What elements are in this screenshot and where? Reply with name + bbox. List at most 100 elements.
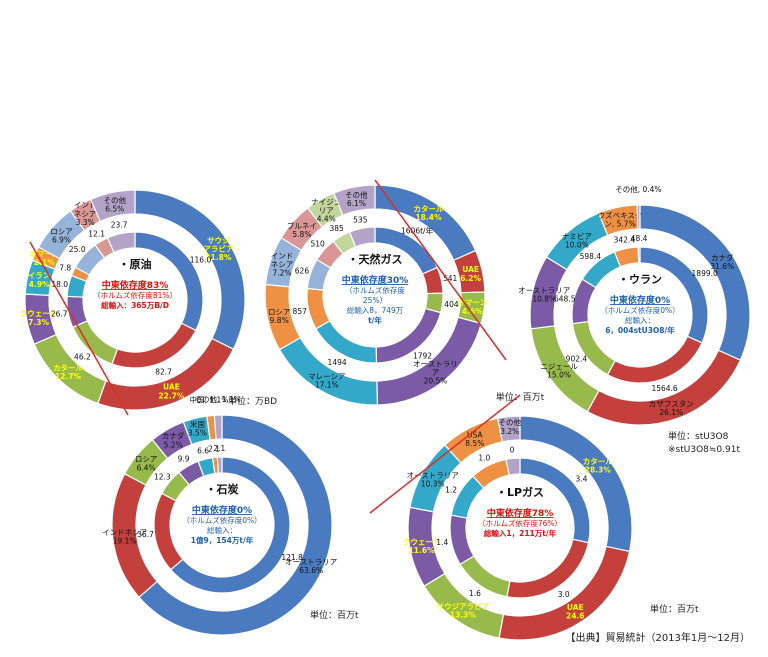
inner-value-coal-2: 12.3 [154, 472, 171, 481]
center-line-lpg-0: 中東依存度78% [487, 507, 554, 519]
outer-label-uranium-4: ナミビア 10.0% [562, 232, 592, 250]
donut-chart-oil: サウジアラビア 31.8%116.0 UAE 22.7% 82.7 カタール 12.7%46… [20, 189, 246, 416]
chart-title-coal: ・石炭 [206, 482, 239, 496]
inner-value-gas-0: 1606t/年 [401, 226, 434, 236]
center-line-gas-3: 総輸入8，749万 [347, 305, 404, 315]
center-line-lpg-2: 総輸入1，211万t/年 [484, 528, 557, 538]
outer-slice-coal-0 [138, 414, 333, 636]
outer-label-gas-2: オマーン 4.6% [458, 298, 488, 316]
inner-slice-uranium-6 [637, 246, 641, 264]
inner-value-uranium-2: 902.4 [566, 354, 588, 363]
inner-slice-coal-6 [216, 456, 223, 474]
chart-title-gas: ・天然ガス [348, 252, 403, 266]
chart-title-lpg: ・LPガス [496, 485, 544, 499]
inner-slice-oil-1 [111, 322, 197, 369]
inner-value-gas-7: 510 [310, 240, 325, 249]
inner-value-uranium-4: 598.4 [580, 252, 602, 261]
inner-value-oil-4: 18.0 [51, 280, 68, 289]
lpg-unit-note: 単位：百万t [650, 603, 699, 615]
inner-slice-coal-1 [153, 492, 184, 571]
inner-slice-gas-5 [306, 287, 331, 330]
inner-slice-lpg-3 [449, 514, 475, 566]
outer-label-oil-6: ロシア 6.9% [50, 227, 73, 245]
hormuz-cut-line-oil [29, 241, 129, 416]
uranium-unit-note: 単位：stU3O8 [668, 430, 729, 442]
inner-value-coal-3: 9.9 [178, 454, 190, 463]
outer-label-gas-8: ナイジェリア 4.4% [311, 197, 341, 223]
outer-label-coal-6: その他, 1.1% [194, 394, 240, 404]
inner-slice-gas-4 [315, 319, 378, 364]
outer-label-gas-7: ブルネイ 5.8% [287, 220, 317, 239]
inner-value-gas-2: 404 [444, 300, 459, 309]
oil-unit-note: 単位：万BD [228, 395, 277, 407]
inner-value-gas-9: 535 [353, 215, 368, 224]
outer-slice-gas-9 [333, 184, 376, 217]
center-line-uranium-1: （ホルムズ依存度0%） [600, 305, 679, 315]
outer-label-coal-3: カナダ 5.2% [162, 431, 185, 450]
outer-label-gas-0: カタール 18.4% [413, 204, 443, 223]
inner-value-gas-1: 541 [443, 274, 458, 283]
inner-value-uranium-0: 1899.0 [692, 269, 718, 278]
donut-chart-gas: カタール 18.4% 1606t/年 UAE 6.2%541 オマーン 4.6%404 オース… [264, 179, 507, 406]
inner-value-lpg-3: 1.4 [436, 538, 448, 547]
outer-slice-oil-8 [89, 189, 136, 223]
inner-value-oil-8: 23.7 [111, 221, 128, 230]
donut-chart-uranium: カナダ 31.6%1899.0 カザフスタン 26.1% 1564.6 ニジェール 15.0… [518, 184, 751, 426]
donut-chart-lpg: カタール 28.3%3.4 UAE 24.6 3.0 サウジアラビア 13.3% 1.6 クウェ… [369, 394, 633, 641]
outer-label-oil-3: クウェート 7.3% [20, 308, 58, 327]
lpg-unit-note-top: 単位：百万t [496, 391, 545, 403]
hormuz-cut-line-gas [374, 179, 507, 361]
center-line-oil-1: （ホルムズ依存度81%） [93, 290, 177, 300]
outer-label-uranium-2: ニジェール 15.0% [540, 362, 578, 380]
inner-value-gas-8: 385 [330, 224, 345, 233]
center-line-coal-2: 総輸入： [207, 525, 237, 535]
inner-value-oil-1: 82.7 [155, 368, 172, 377]
center-line-uranium-2: 総輸入： [625, 315, 655, 325]
inner-value-coal-1: 36.7 [137, 530, 154, 539]
outer-label-lpg-4: オーストラリア 10.3% [407, 471, 459, 489]
inner-value-uranium-5: 342.4 [614, 236, 636, 245]
inner-value-lpg-5: 1.0 [478, 454, 490, 463]
outer-label-uranium-3: オーストラリア 10.8% [518, 286, 570, 304]
outer-label-coal-1: インドネシア 19.1% [102, 528, 147, 546]
outer-label-lpg-0: カタール 28.3% [583, 456, 613, 475]
outer-label-oil-5: オマーン 2.1% [30, 250, 60, 268]
outer-label-lpg-2: サウジアラビア 13.3% [437, 601, 490, 620]
inner-value-lpg-6: 0 [510, 445, 515, 454]
inner-slice-lpg-2 [459, 555, 511, 598]
center-line-gas-0: 中東依存度30% [342, 274, 409, 286]
outer-label-gas-5: ロシア 9.8% [268, 307, 291, 325]
inner-value-lpg-4: 1.2 [445, 485, 457, 494]
inner-value-oil-3: 26.7 [51, 310, 68, 319]
outer-label-gas-9: その他 6.1% [345, 189, 368, 208]
outer-label-coal-5: 中国, 1.1% [190, 395, 229, 405]
inner-slice-lpg-6 [505, 457, 521, 476]
outer-label-gas-6: インドネシア 7.2% [271, 251, 294, 277]
center-line-coal-3: 1億9，154万t/年 [191, 535, 254, 545]
inner-slice-lpg-1 [506, 538, 590, 599]
outer-label-lpg-3: クウェート 11.6% [403, 537, 441, 556]
inner-value-uranium-1: 1564.6 [651, 384, 677, 393]
center-line-gas-4: t/年 [368, 315, 382, 325]
outer-label-gas-1: UAE 6.2% [460, 265, 481, 283]
outer-label-oil-2: カタール 12.7% [53, 362, 83, 381]
outer-label-oil-7: インドネシア 3.3% [74, 201, 97, 227]
inner-slice-uranium-1 [606, 335, 703, 384]
outer-label-lpg-6: その他 3.2% [498, 417, 521, 436]
inner-value-gas-3: 1792 [413, 352, 432, 361]
inner-value-oil-2: 46.2 [74, 352, 91, 361]
inner-value-oil-5: 7.8 [59, 264, 71, 273]
center-line-gas-2: 25%） [363, 296, 387, 305]
outer-label-uranium-1: カザフスタン 26.1% [649, 400, 694, 418]
center-line-coal-0: 中東依存度0% [192, 504, 252, 516]
inner-value-oil-0: 116.0 [190, 256, 212, 265]
inner-value-gas-5: 857 [293, 307, 308, 316]
inner-value-lpg-2: 1.6 [469, 589, 481, 598]
outer-label-uranium-0: カナダ 31.6% [710, 252, 734, 271]
outer-label-gas-3: オーストラリア 20.5% [413, 359, 458, 385]
outer-label-oil-0: サウジアラビア 31.8% [203, 236, 233, 262]
